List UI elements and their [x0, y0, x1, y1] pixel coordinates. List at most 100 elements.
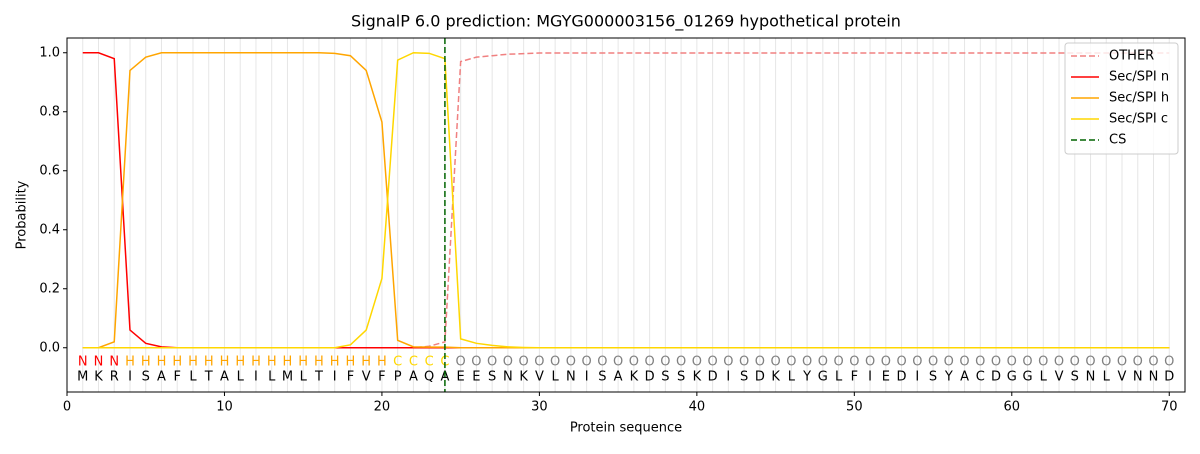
x-tick-label: 0 [63, 400, 71, 415]
residue-label: E [472, 370, 480, 385]
residue-label: G [818, 370, 828, 385]
residue-label: D [708, 370, 718, 385]
region-label: O [1117, 355, 1127, 370]
residue-label: M [282, 370, 293, 385]
residue-label: Y [944, 370, 953, 385]
residue-label: C [976, 370, 985, 385]
region-label: C [425, 355, 434, 370]
region-label: O [582, 355, 592, 370]
plot-frame [66, 37, 1186, 393]
region-label: C [409, 355, 418, 370]
region-label: H [314, 355, 324, 370]
region-label: O [1133, 355, 1143, 370]
region-label: H [377, 355, 387, 370]
residue-label: K [693, 370, 702, 385]
region-label: O [471, 355, 481, 370]
residue-label: D [1164, 370, 1174, 385]
residue-label: S [661, 370, 669, 385]
region-label: O [1164, 355, 1174, 370]
y-tick-label: 0.8 [39, 104, 60, 119]
residue-label: D [645, 370, 655, 385]
region-label: O [1038, 355, 1048, 370]
region-label: O [660, 355, 670, 370]
region-label: H [283, 355, 293, 370]
residue-label: A [157, 370, 166, 385]
y-tick-label: 0.4 [39, 222, 60, 237]
region-label: O [566, 355, 576, 370]
residue-label: S [677, 370, 685, 385]
legend-label: CS [1109, 133, 1126, 148]
series-line [82, 52, 1170, 349]
residue-label: Y [802, 370, 811, 385]
region-label: O [1148, 355, 1158, 370]
residue-label: L [189, 370, 197, 385]
region-label: O [896, 355, 906, 370]
residue-label: T [204, 370, 213, 385]
residue-label: S [1071, 370, 1079, 385]
region-label: O [818, 355, 828, 370]
region-label: O [1022, 355, 1032, 370]
x-tick-label: 50 [846, 400, 863, 415]
residue-label: I [128, 370, 132, 385]
residue-label: I [254, 370, 258, 385]
region-label: H [346, 355, 356, 370]
residue-label: N [1133, 370, 1143, 385]
region-label: O [739, 355, 749, 370]
series-line [82, 51, 1170, 349]
residue-label: V [1118, 370, 1127, 385]
region-label: O [1070, 355, 1080, 370]
y-tick-label: 0.2 [39, 281, 60, 296]
region-label: O [849, 355, 859, 370]
residue-label: A [220, 370, 229, 385]
residue-label: I [585, 370, 589, 385]
residue-label: D [755, 370, 765, 385]
residue-label: N [1086, 370, 1096, 385]
region-label: N [109, 355, 119, 370]
region-label: O [755, 355, 765, 370]
residue-label: L [237, 370, 245, 385]
region-label: O [723, 355, 733, 370]
residue-label: G [1022, 370, 1032, 385]
region-label: O [503, 355, 513, 370]
residue-label: R [110, 370, 119, 385]
region-label: H [267, 355, 277, 370]
residue-label: M [77, 370, 88, 385]
series-line [82, 52, 1170, 349]
region-label: O [1085, 355, 1095, 370]
legend-label: Sec/SPI h [1109, 91, 1169, 106]
residue-label: N [503, 370, 513, 385]
region-label: H [298, 355, 308, 370]
residue-label: D [991, 370, 1001, 385]
residue-label: Q [424, 370, 434, 385]
x-tick-label: 30 [531, 400, 548, 415]
region-label: O [1054, 355, 1064, 370]
residue-label: F [851, 370, 858, 385]
residue-label: L [552, 370, 560, 385]
residue-label: G [1007, 370, 1017, 385]
region-label: H [188, 355, 198, 370]
region-label: O [676, 355, 686, 370]
residue-label: F [378, 370, 385, 385]
region-label: O [975, 355, 985, 370]
residue-label: P [394, 370, 402, 385]
x-tick-label: 40 [689, 400, 706, 415]
residue-label: S [740, 370, 748, 385]
residue-label: S [142, 370, 150, 385]
region-label: O [928, 355, 938, 370]
region-label: H [220, 355, 230, 370]
legend-label: Sec/SPI n [1109, 70, 1169, 85]
residue-label: I [333, 370, 337, 385]
x-tick-label: 20 [374, 400, 391, 415]
region-label: O [912, 355, 922, 370]
residue-label: N [566, 370, 576, 385]
x-axis-label: Protein sequence [570, 421, 682, 436]
residue-label: I [915, 370, 919, 385]
residue-label: L [268, 370, 276, 385]
region-label: H [172, 355, 182, 370]
legend-label: OTHER [1109, 49, 1154, 64]
residue-label: V [535, 370, 544, 385]
region-label: H [141, 355, 151, 370]
region-label: O [629, 355, 639, 370]
region-label: O [692, 355, 702, 370]
